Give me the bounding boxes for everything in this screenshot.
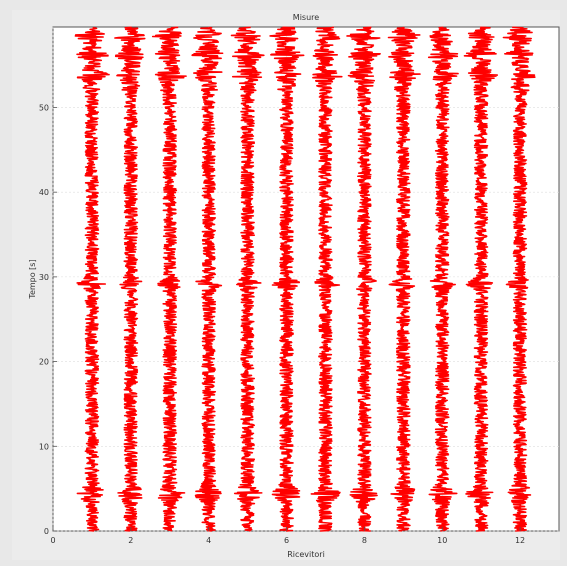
trace-receiver-3 [151,26,187,532]
x-tick-label: 12 [515,536,525,545]
trace-receiver-7 [310,26,343,532]
y-axis-label: Tempo [s] [28,259,37,299]
trace-receiver-8 [346,26,381,532]
trace-receiver-5 [230,26,265,532]
trace-receiver-6 [269,26,305,532]
y-tick-label: 30 [39,273,49,282]
x-tick-label: 2 [128,536,133,545]
x-tick-label: 4 [206,536,211,545]
trace-receiver-12 [502,26,536,532]
y-tick-label: 0 [44,527,49,536]
trace-receiver-1 [74,26,110,532]
x-tick-label: 8 [362,536,367,545]
x-tick-label: 10 [437,536,447,545]
trace-receiver-2 [114,26,146,532]
trace-receiver-10 [427,26,459,532]
x-axis-label: Ricevitori [287,550,325,559]
chart-title: Misure [293,13,319,22]
y-tick-label: 10 [39,442,49,451]
traces [74,26,536,532]
x-tick-label: 0 [50,536,55,545]
x-tick-label: 6 [284,536,289,545]
trace-receiver-11 [463,26,499,532]
y-tick-label: 40 [39,188,49,197]
y-tick-label: 20 [39,358,49,367]
trace-receiver-4 [191,26,224,532]
trace-receiver-9 [387,26,421,532]
y-tick-label: 50 [39,103,49,112]
axis-ticks: 0 2 4 6 8 10 12 0 10 20 30 40 50 [39,103,525,545]
